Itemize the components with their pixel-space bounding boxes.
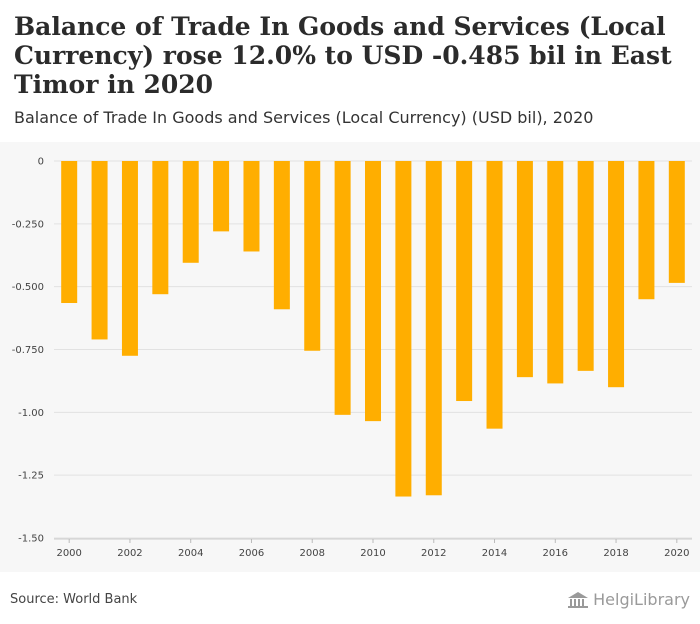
bar-2015[interactable] [516,161,533,378]
x-tick-label: 2010 [360,548,385,559]
source-note: Source: World Bank [10,592,138,607]
x-tick-label: 2006 [239,548,264,559]
x-tick-label: 2000 [56,548,81,559]
y-tick-label: -1.25 [18,471,44,482]
helgi-library-logo[interactable]: HelgiLibrary [567,590,690,609]
x-tick-label: 2016 [543,548,568,559]
bar-2008[interactable] [304,161,321,351]
bar-2012[interactable] [425,161,442,496]
y-axis-ticks: 0 -0.250 -0.500 -0.750 -1.00 -1.25 -1.50 [12,157,44,545]
x-axis-ticks: 2000 2002 2004 2006 2008 2010 2012 2014 2016 2018… [56,539,690,559]
x-tick-label: 2014 [482,548,507,559]
bar-2009[interactable] [334,161,351,415]
bar-2005[interactable] [213,161,230,232]
bar-2010[interactable] [365,161,381,422]
bar-2017[interactable] [577,161,594,371]
bar-2004[interactable] [182,161,199,263]
bar-2007[interactable] [273,161,290,310]
y-tick-label: 0 [38,157,44,168]
chart-title: Balance of Trade In Goods and Services (… [14,12,672,99]
x-tick-label: 2012 [421,548,446,559]
bar-2003[interactable] [152,161,169,295]
bar-2002[interactable] [121,161,138,356]
x-tick-label: 2008 [300,548,325,559]
bar-2013[interactable] [456,161,473,402]
bars [61,161,685,497]
bar-2019[interactable] [638,161,655,300]
y-tick-label: -1.50 [18,534,44,545]
chart-area: 0 -0.250 -0.500 -0.750 -1.00 -1.25 -1.50 2000 2… [0,142,700,572]
x-tick-label: 2004 [178,548,203,559]
x-tick-label: 2002 [117,548,142,559]
bar-2001[interactable] [91,161,108,340]
chart-subtitle: Balance of Trade In Goods and Services (… [14,108,594,127]
bar-2016[interactable] [547,161,564,384]
x-tick-label: 2020 [664,548,689,559]
bar-chart: 0-0.250-0.500-0.750-1.00-1.25-1.50 2000 2… [12,157,692,559]
y-tick-label: -0.250 [12,219,44,230]
bar-2018[interactable] [608,161,625,388]
bar-2011[interactable] [395,161,412,497]
logo-text: HelgiLibrary [593,590,690,609]
y-tick-label: -1.00 [18,408,44,419]
y-tick-label: -0.500 [12,282,44,293]
bar-2000[interactable] [61,161,78,304]
y-tick-label: -0.750 [12,345,44,356]
bar-2014[interactable] [486,161,503,429]
library-building-icon [568,591,589,608]
bar-2020[interactable] [668,161,685,283]
x-tick-label: 2018 [603,548,628,559]
bar-2006[interactable] [243,161,260,252]
